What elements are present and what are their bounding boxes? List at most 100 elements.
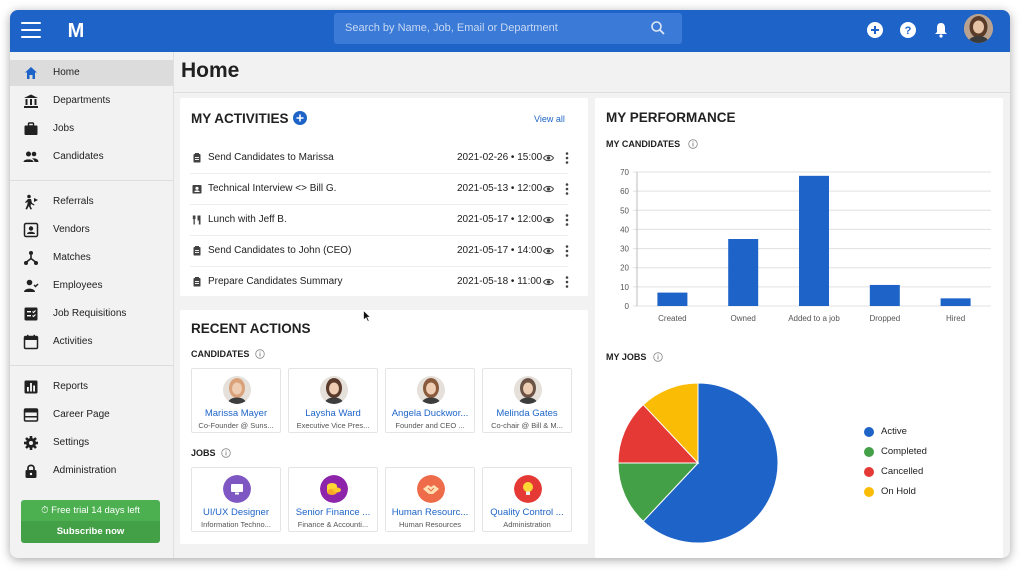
activity-row[interactable]: Send Candidates to Marissa 2021-02-26 • 1… — [180, 143, 578, 174]
job-tile[interactable]: UI/UX Designer Information Techno... — [191, 467, 281, 532]
search-placeholder: Search by Name, Job, Email or Department — [345, 22, 558, 34]
candidate-name[interactable]: Marissa Mayer — [204, 408, 268, 419]
sidebar-item-vendors[interactable]: Vendors — [10, 217, 173, 243]
add-activity-icon[interactable] — [293, 111, 307, 125]
requisition-icon — [24, 307, 38, 321]
monitor-icon — [223, 475, 251, 503]
menu-icon[interactable] — [21, 22, 41, 38]
sidebar-item-referrals[interactable]: Referrals — [10, 189, 173, 215]
eye-icon[interactable] — [543, 153, 554, 163]
activity-row[interactable]: Technical Interview <> Bill G. 2021-05-13… — [180, 174, 578, 205]
candidate-position: Co-Founder @ Suns... — [198, 421, 274, 430]
sidebar-item-label: Candidates — [53, 151, 104, 162]
more-options-icon[interactable] — [563, 182, 571, 196]
sidebar-item-matches[interactable]: Matches — [10, 245, 173, 271]
candidate-tile[interactable]: Melinda Gates Co-chair @ Bill & M... — [482, 368, 572, 433]
activity-text: Lunch with Jeff B. — [208, 214, 287, 225]
candidate-tile[interactable]: Laysha Ward Executive Vice Pres... — [288, 368, 378, 433]
more-options-icon[interactable] — [563, 244, 571, 258]
job-tile[interactable]: Human Resourc... Human Resources — [385, 467, 475, 532]
clipboard-icon — [193, 277, 201, 287]
info-icon[interactable] — [221, 448, 231, 458]
sidebar-item-label: Referrals — [53, 196, 94, 207]
info-icon[interactable] — [255, 349, 265, 359]
bar — [940, 298, 971, 306]
candidate-name[interactable]: Angela Duckwor... — [391, 408, 469, 419]
job-title[interactable]: Quality Control ... — [490, 507, 564, 518]
candidate-tile[interactable]: Marissa Mayer Co-Founder @ Suns... — [191, 368, 281, 433]
pie-slice — [642, 382, 699, 465]
job-title[interactable]: UI/UX Designer — [203, 507, 269, 518]
notifications-icon[interactable] — [932, 21, 950, 39]
job-department: Finance & Accounti... — [297, 520, 369, 529]
sidebar-item-job-requisitions[interactable]: Job Requisitions — [10, 301, 173, 327]
subscribe-button[interactable]: Subscribe now — [21, 521, 160, 543]
activity-row[interactable]: Send Candidates to John (CEO) 2021-05-17 … — [180, 236, 578, 267]
candidate-name[interactable]: Laysha Ward — [305, 408, 361, 419]
employee-icon — [24, 279, 39, 292]
vendor-icon — [23, 222, 39, 238]
sidebar-item-administration[interactable]: Administration — [10, 458, 173, 484]
activity-row[interactable]: Prepare Candidates Summary 2021-05-18 • 1… — [180, 267, 578, 298]
people-icon — [23, 151, 39, 162]
candidate-name[interactable]: Melinda Gates — [496, 408, 558, 419]
sidebar-item-jobs[interactable]: Jobs — [10, 116, 173, 142]
sidebar-divider — [10, 365, 173, 366]
sidebar-item-departments[interactable]: Departments — [10, 88, 173, 114]
app-logo[interactable]: M — [67, 20, 85, 42]
activity-row[interactable]: Lunch with Jeff B. 2021-05-17 • 12:00 — [180, 205, 578, 236]
user-avatar[interactable] — [964, 14, 993, 43]
sidebar-item-settings[interactable]: Settings — [10, 430, 173, 456]
sidebar-item-activities[interactable]: Activities — [10, 329, 173, 355]
search-icon[interactable] — [650, 20, 666, 36]
restaurant-icon — [192, 215, 201, 225]
search-input[interactable]: Search by Name, Job, Email or Department — [334, 13, 682, 44]
candidate-position: Founder and CEO ... — [395, 421, 465, 430]
sidebar-item-home[interactable]: Home — [10, 60, 173, 86]
candidate-tile[interactable]: Angela Duckwor... Founder and CEO ... — [385, 368, 475, 433]
eye-icon[interactable] — [543, 184, 554, 194]
my-candidates-title: MY CANDIDATES — [606, 139, 681, 149]
more-options-icon[interactable] — [563, 275, 571, 289]
y-tick-label: 0 — [625, 302, 630, 311]
sidebar-item-label: Reports — [53, 381, 89, 392]
eye-icon[interactable] — [543, 277, 554, 287]
x-tick-label: Dropped — [869, 314, 900, 323]
eye-icon[interactable] — [543, 215, 554, 225]
sidebar-item-candidates[interactable]: Candidates — [10, 144, 173, 170]
info-icon[interactable] — [688, 139, 698, 149]
referral-icon — [25, 194, 38, 210]
trial-banner: ⏱ Free trial 14 days left Subscribe now — [21, 500, 160, 543]
add-icon[interactable] — [866, 21, 884, 39]
timer-icon: ⏱ — [41, 505, 52, 516]
avatar — [417, 376, 445, 404]
sidebar-item-label: Job Requisitions — [53, 308, 127, 319]
activity-date: 2021-05-17 • 14:00 — [457, 245, 543, 256]
sidebar-item-label: Employees — [53, 280, 103, 291]
gear-icon — [24, 436, 38, 450]
view-all-link[interactable]: View all — [534, 114, 565, 124]
performance-title: MY PERFORMANCE — [606, 110, 736, 125]
legend-label: Completed — [881, 446, 927, 457]
job-tile[interactable]: Quality Control ... Administration — [482, 467, 572, 532]
eye-icon[interactable] — [543, 246, 554, 256]
sidebar-item-career-page[interactable]: Career Page — [10, 402, 173, 428]
info-icon[interactable] — [653, 352, 663, 362]
job-tile[interactable]: Senior Finance ... Finance & Accounti... — [288, 467, 378, 532]
legend-swatch — [864, 447, 874, 457]
sidebar-item-label: Career Page — [53, 409, 110, 420]
sidebar-item-label: Vendors — [53, 224, 90, 235]
more-options-icon[interactable] — [563, 151, 571, 165]
more-options-icon[interactable] — [563, 213, 571, 227]
row-divider — [190, 173, 568, 174]
help-icon[interactable]: ? — [899, 21, 917, 39]
page-title: Home — [181, 59, 240, 82]
sidebar-item-employees[interactable]: Employees — [10, 273, 173, 299]
sidebar-item-reports[interactable]: Reports — [10, 374, 173, 400]
row-divider — [190, 235, 568, 236]
candidates-bar-chart: 0 10 20 30 40 50 60 70 Created Owned Added to a jo… — [620, 168, 991, 323]
calendar-icon — [23, 334, 39, 350]
job-title[interactable]: Senior Finance ... — [295, 507, 371, 518]
job-title[interactable]: Human Resourc... — [391, 507, 469, 518]
contact-card-icon — [192, 185, 202, 194]
